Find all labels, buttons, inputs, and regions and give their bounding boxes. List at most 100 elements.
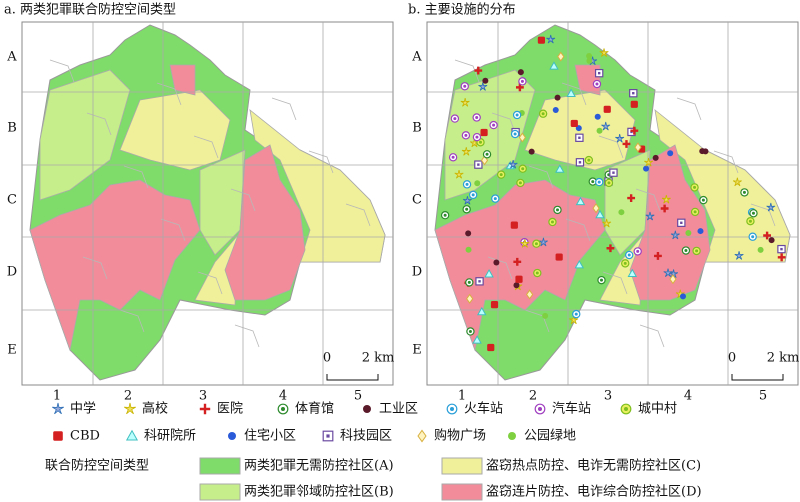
facility-icon [475,135,479,139]
district-boundary [123,165,149,189]
row-label: B [7,121,17,136]
facility-icon [450,407,454,411]
facility-icon [661,194,671,204]
facility-icon [644,157,654,167]
panel-title: a. 两类犯罪联合防控空间类型 [4,2,176,18]
legend-swatch [199,457,241,475]
facility-icon [463,84,467,88]
district-boundary [234,324,260,348]
facility-icon [566,88,576,97]
facility-icon [592,203,600,214]
facility-icon [627,194,636,203]
facility-icon [468,329,472,333]
col-label: 4 [279,389,287,404]
legend-label: 购物广场 [434,428,486,444]
facility-icon [513,132,517,136]
scale-zero: 0 [728,351,736,366]
facility-icon [555,253,563,261]
facility-icon [537,36,546,44]
facility-icon [487,343,495,352]
facility-icon [482,77,489,84]
facility-icon [693,185,697,189]
facility-icon [521,167,525,171]
legend-label: 汽车站 [552,401,591,417]
facility-icon [667,150,674,157]
facility-icon [570,119,578,128]
facility-icon [493,259,500,266]
facility-icon [472,335,482,344]
facility-icon [513,282,520,289]
legend-swatch [441,457,483,475]
legend-swatch [441,483,483,501]
facility-icon [596,127,603,134]
zone-area [629,144,711,301]
facility-icon [670,230,680,240]
facility-icon [763,231,772,240]
legend-label: 火车站 [464,401,503,417]
facility-icon [461,147,471,156]
facility-icon [228,432,236,440]
district-boundary [308,150,334,174]
facility-icon [480,128,488,137]
legend-label: 两类犯罪无需防控社区(A) [244,458,394,474]
facility-icon [465,182,469,186]
district-boundary [230,188,256,212]
facility-icon [615,134,625,143]
legend-label: 住宅小区 [244,429,296,444]
row-label: C [412,193,422,208]
facility-icon [586,57,593,64]
district-boundary [676,97,702,121]
facility-icon [52,402,64,415]
district-boundary [271,97,297,121]
facility-icon [586,53,593,60]
facility-icon [474,180,481,187]
zone-area [224,144,306,301]
facility-icon [542,312,549,319]
facility-icon [281,407,285,411]
facility-icon [599,48,609,57]
col-label: 1 [53,389,61,404]
scale-label: 2 km [362,351,395,366]
district-boundary [602,271,628,295]
map-panel: A B C D E 1 2 3 4 5 0 2 km [6,21,395,404]
facility-icon [601,121,611,131]
facility-icon [597,180,601,184]
facility-icon [680,221,683,224]
district-boundary [635,188,661,212]
facility-icon [477,306,487,316]
facility-icon [684,249,688,253]
facility-icon [599,278,603,282]
zone-legend-title: 联合防控空间类型 [45,458,149,474]
facility-icon [575,196,586,206]
facility-icon [417,429,427,443]
panel-title: b. 主要设施的分布 [408,2,516,18]
facility-icon [555,208,559,212]
facility-icon [550,220,554,224]
facility-icon [627,253,631,257]
legend-label: 科研院所 [144,429,196,444]
legend-label: 城中村 [638,402,677,417]
facility-icon [467,280,471,284]
legend-label: 体育馆 [295,401,334,417]
facility-icon [595,209,605,219]
facility-icon [612,171,615,174]
facility-icon [669,274,677,285]
facility-icon [587,158,591,162]
facility-icon [478,82,488,91]
legend-label: 公园绿地 [524,429,576,444]
row-label: D [412,265,422,280]
facility-icon [515,83,524,92]
facility-icon [478,140,482,144]
facility-icon [451,155,455,159]
facility-icon [574,312,578,316]
facility-icon [643,165,650,172]
map-panel: A B C D E 1 2 3 4 5 0 2 km [411,21,799,404]
facility-icon [578,136,581,139]
facility-icon [471,193,475,197]
facility-icon [652,154,659,161]
district-boundary [528,165,554,189]
col-label: 3 [604,389,612,404]
scale-bar [326,374,379,381]
zone-area [574,64,601,96]
